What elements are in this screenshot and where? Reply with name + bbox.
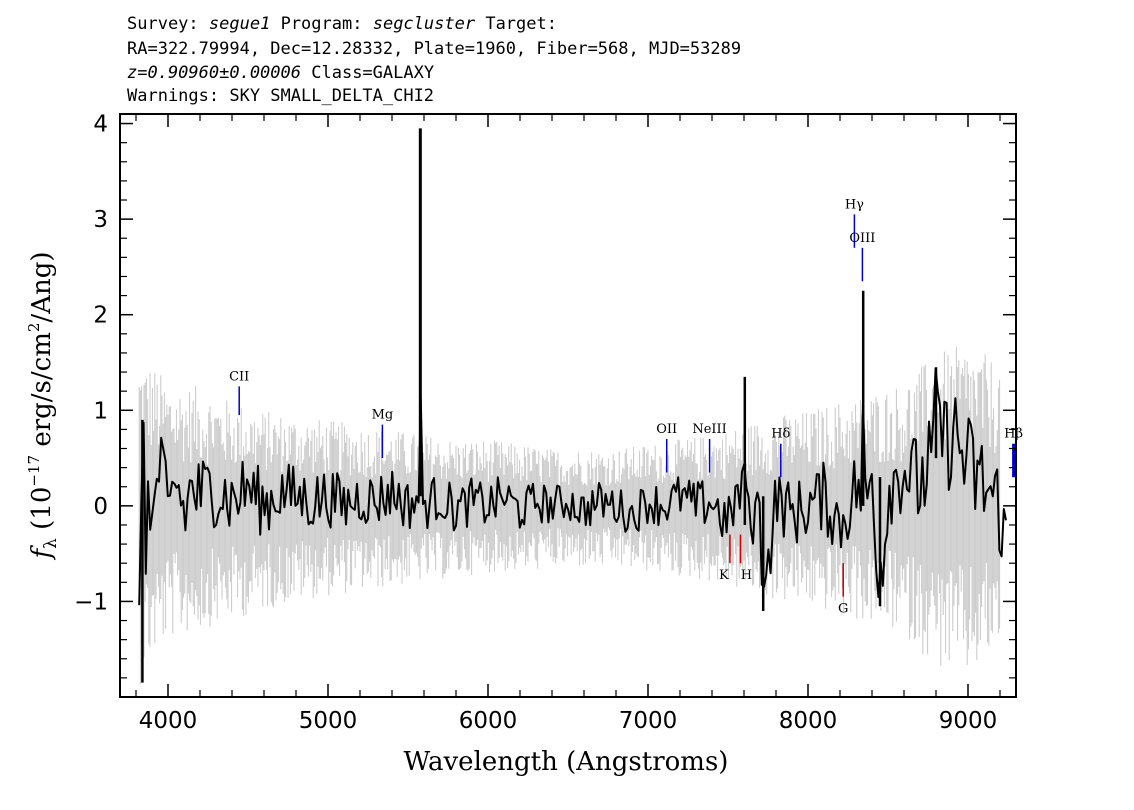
axes: 4000 5000 6000 7000 8000 9000 −1 0 1 2 3 4 (74, 112, 1017, 734)
header-line-4: Warnings: SKY SMALL_DELTA_CHI2 (127, 86, 434, 106)
emission-label-1: Mg (372, 408, 394, 423)
header-block: Survey: segue1 Program: segcluster Targe… (127, 14, 741, 106)
redshift-value: z=0.90960±0.00006 (127, 63, 301, 83)
x-tick-label-3: 7000 (619, 708, 678, 734)
absorption-label-0: K (719, 568, 729, 583)
y-tick-label-5: 4 (93, 112, 108, 138)
emission-label-5: Hγ (845, 197, 864, 212)
y-tick-label-3: 2 (93, 303, 108, 329)
x-tick-label-0: 4000 (139, 708, 198, 734)
spectral-line-markers: CII Mg OII NeIII Hδ Hγ OIII Hβ K H G (229, 197, 1023, 616)
flux-series (138, 128, 1007, 683)
flux-line (138, 367, 1007, 606)
class-value: Class=GALAXY (311, 63, 434, 83)
y-axis-scale: (10 (27, 487, 57, 530)
y-tick-label-4: 3 (93, 207, 108, 233)
y-axis-exponent: −17 (25, 455, 43, 487)
emission-label-0: CII (229, 369, 249, 384)
x-tick-label-5: 9000 (939, 708, 998, 734)
x-axis-title: Wavelength (Angstroms) (404, 747, 729, 777)
emission-label-4: Hδ (771, 427, 790, 442)
survey-label: Survey: (127, 14, 199, 34)
y-axis-units-exponent: 2 (25, 323, 43, 333)
absorption-label-1: H (741, 568, 752, 583)
header-line-2: RA=322.79994, Dec=12.28332, Plate=1960, … (127, 39, 741, 59)
y-tick-label-2: 1 (93, 398, 108, 424)
survey-value: segue1 (209, 14, 270, 34)
y-axis-title: fλ (10−17 erg/s/cm2/Ang) (25, 252, 61, 561)
emission-label-7: Hβ (1004, 427, 1023, 442)
program-label: Program: (281, 14, 363, 34)
plot-frame (119, 113, 1017, 698)
y-axis-units-end: /Ang) (27, 252, 57, 323)
header-line-3: z=0.90960±0.00006 Class=GALAXY (127, 63, 434, 83)
y-tick-label-0: −1 (74, 589, 108, 615)
x-tick-label-2: 6000 (459, 708, 518, 734)
y-tick-label-1: 0 (93, 494, 108, 520)
program-value: segcluster (373, 14, 476, 34)
emission-label-2: OII (656, 422, 677, 437)
y-axis-units: erg/s/cm (27, 332, 57, 447)
x-tick-label-1: 5000 (299, 708, 358, 734)
y-axis-subscript: λ (41, 538, 61, 549)
emission-label-3: NeIII (692, 422, 726, 437)
absorption-label-2: G (838, 602, 848, 617)
emission-label-6: OIII (849, 231, 875, 246)
target-label: Target: (485, 14, 557, 34)
x-tick-label-4: 8000 (779, 708, 838, 734)
header-line-1: Survey: segue1 Program: segcluster Targe… (127, 14, 557, 34)
